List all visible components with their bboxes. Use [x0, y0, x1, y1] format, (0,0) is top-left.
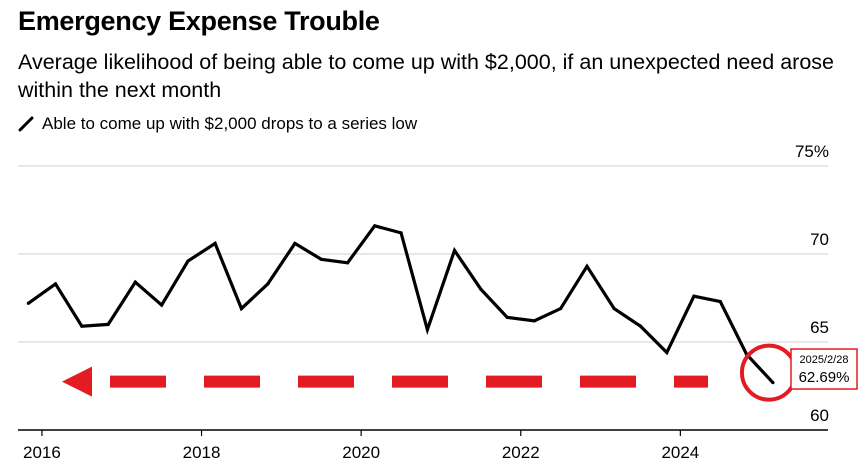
x-tick-label-2024: 2024	[661, 443, 699, 462]
data-point	[692, 294, 696, 298]
annotation-value: 62.69%	[799, 369, 850, 386]
data-point	[532, 319, 536, 323]
data-point	[53, 282, 58, 286]
highlight-circle	[739, 343, 798, 402]
data-point	[559, 306, 563, 311]
data-point	[718, 299, 722, 304]
data-point	[186, 259, 190, 263]
data-point	[612, 306, 616, 311]
annotation-date: 2025/2/28	[800, 354, 849, 366]
data-point	[266, 282, 270, 286]
legend-line-icon	[18, 116, 34, 132]
data-point	[771, 381, 775, 385]
annotation-box	[790, 348, 858, 390]
data-point	[345, 261, 350, 265]
data-point	[293, 241, 297, 246]
x-tick-label-2022: 2022	[502, 443, 540, 462]
chart-title: Emergency Expense Trouble	[18, 6, 380, 36]
y-tick-label-75: 75%	[795, 142, 829, 161]
series-line-0	[27, 224, 775, 384]
data-point	[479, 287, 483, 291]
chart-subtitle: Average likelihood of being able to come…	[18, 50, 834, 102]
y-tick-label-65: 65	[810, 318, 829, 337]
legend-label: Able to come up with $2,000 drops to a s…	[42, 114, 418, 133]
data-point	[213, 241, 217, 246]
data-point	[505, 315, 509, 319]
y-tick-label-70: 70	[810, 230, 829, 249]
data-point	[26, 301, 30, 305]
data-point	[425, 328, 429, 332]
data-point	[239, 306, 244, 311]
x-tick-label-2018: 2018	[183, 443, 221, 462]
data-point	[133, 280, 137, 284]
y-tick-label-60: 60	[810, 406, 829, 425]
x-tick-label-2020: 2020	[342, 443, 380, 462]
highlight-arrow-head	[62, 366, 92, 397]
data-point	[319, 257, 323, 261]
data-point	[373, 224, 377, 228]
legend: Able to come up with $2,000 drops to a s…	[18, 114, 417, 134]
x-tick-label-2016: 2016	[23, 443, 61, 462]
data-point	[638, 324, 643, 328]
data-point	[665, 350, 669, 355]
data-point	[399, 231, 403, 235]
data-point	[80, 324, 84, 328]
data-point	[452, 248, 457, 253]
data-point	[106, 322, 110, 326]
data-point	[585, 264, 589, 268]
data-point	[160, 303, 164, 307]
